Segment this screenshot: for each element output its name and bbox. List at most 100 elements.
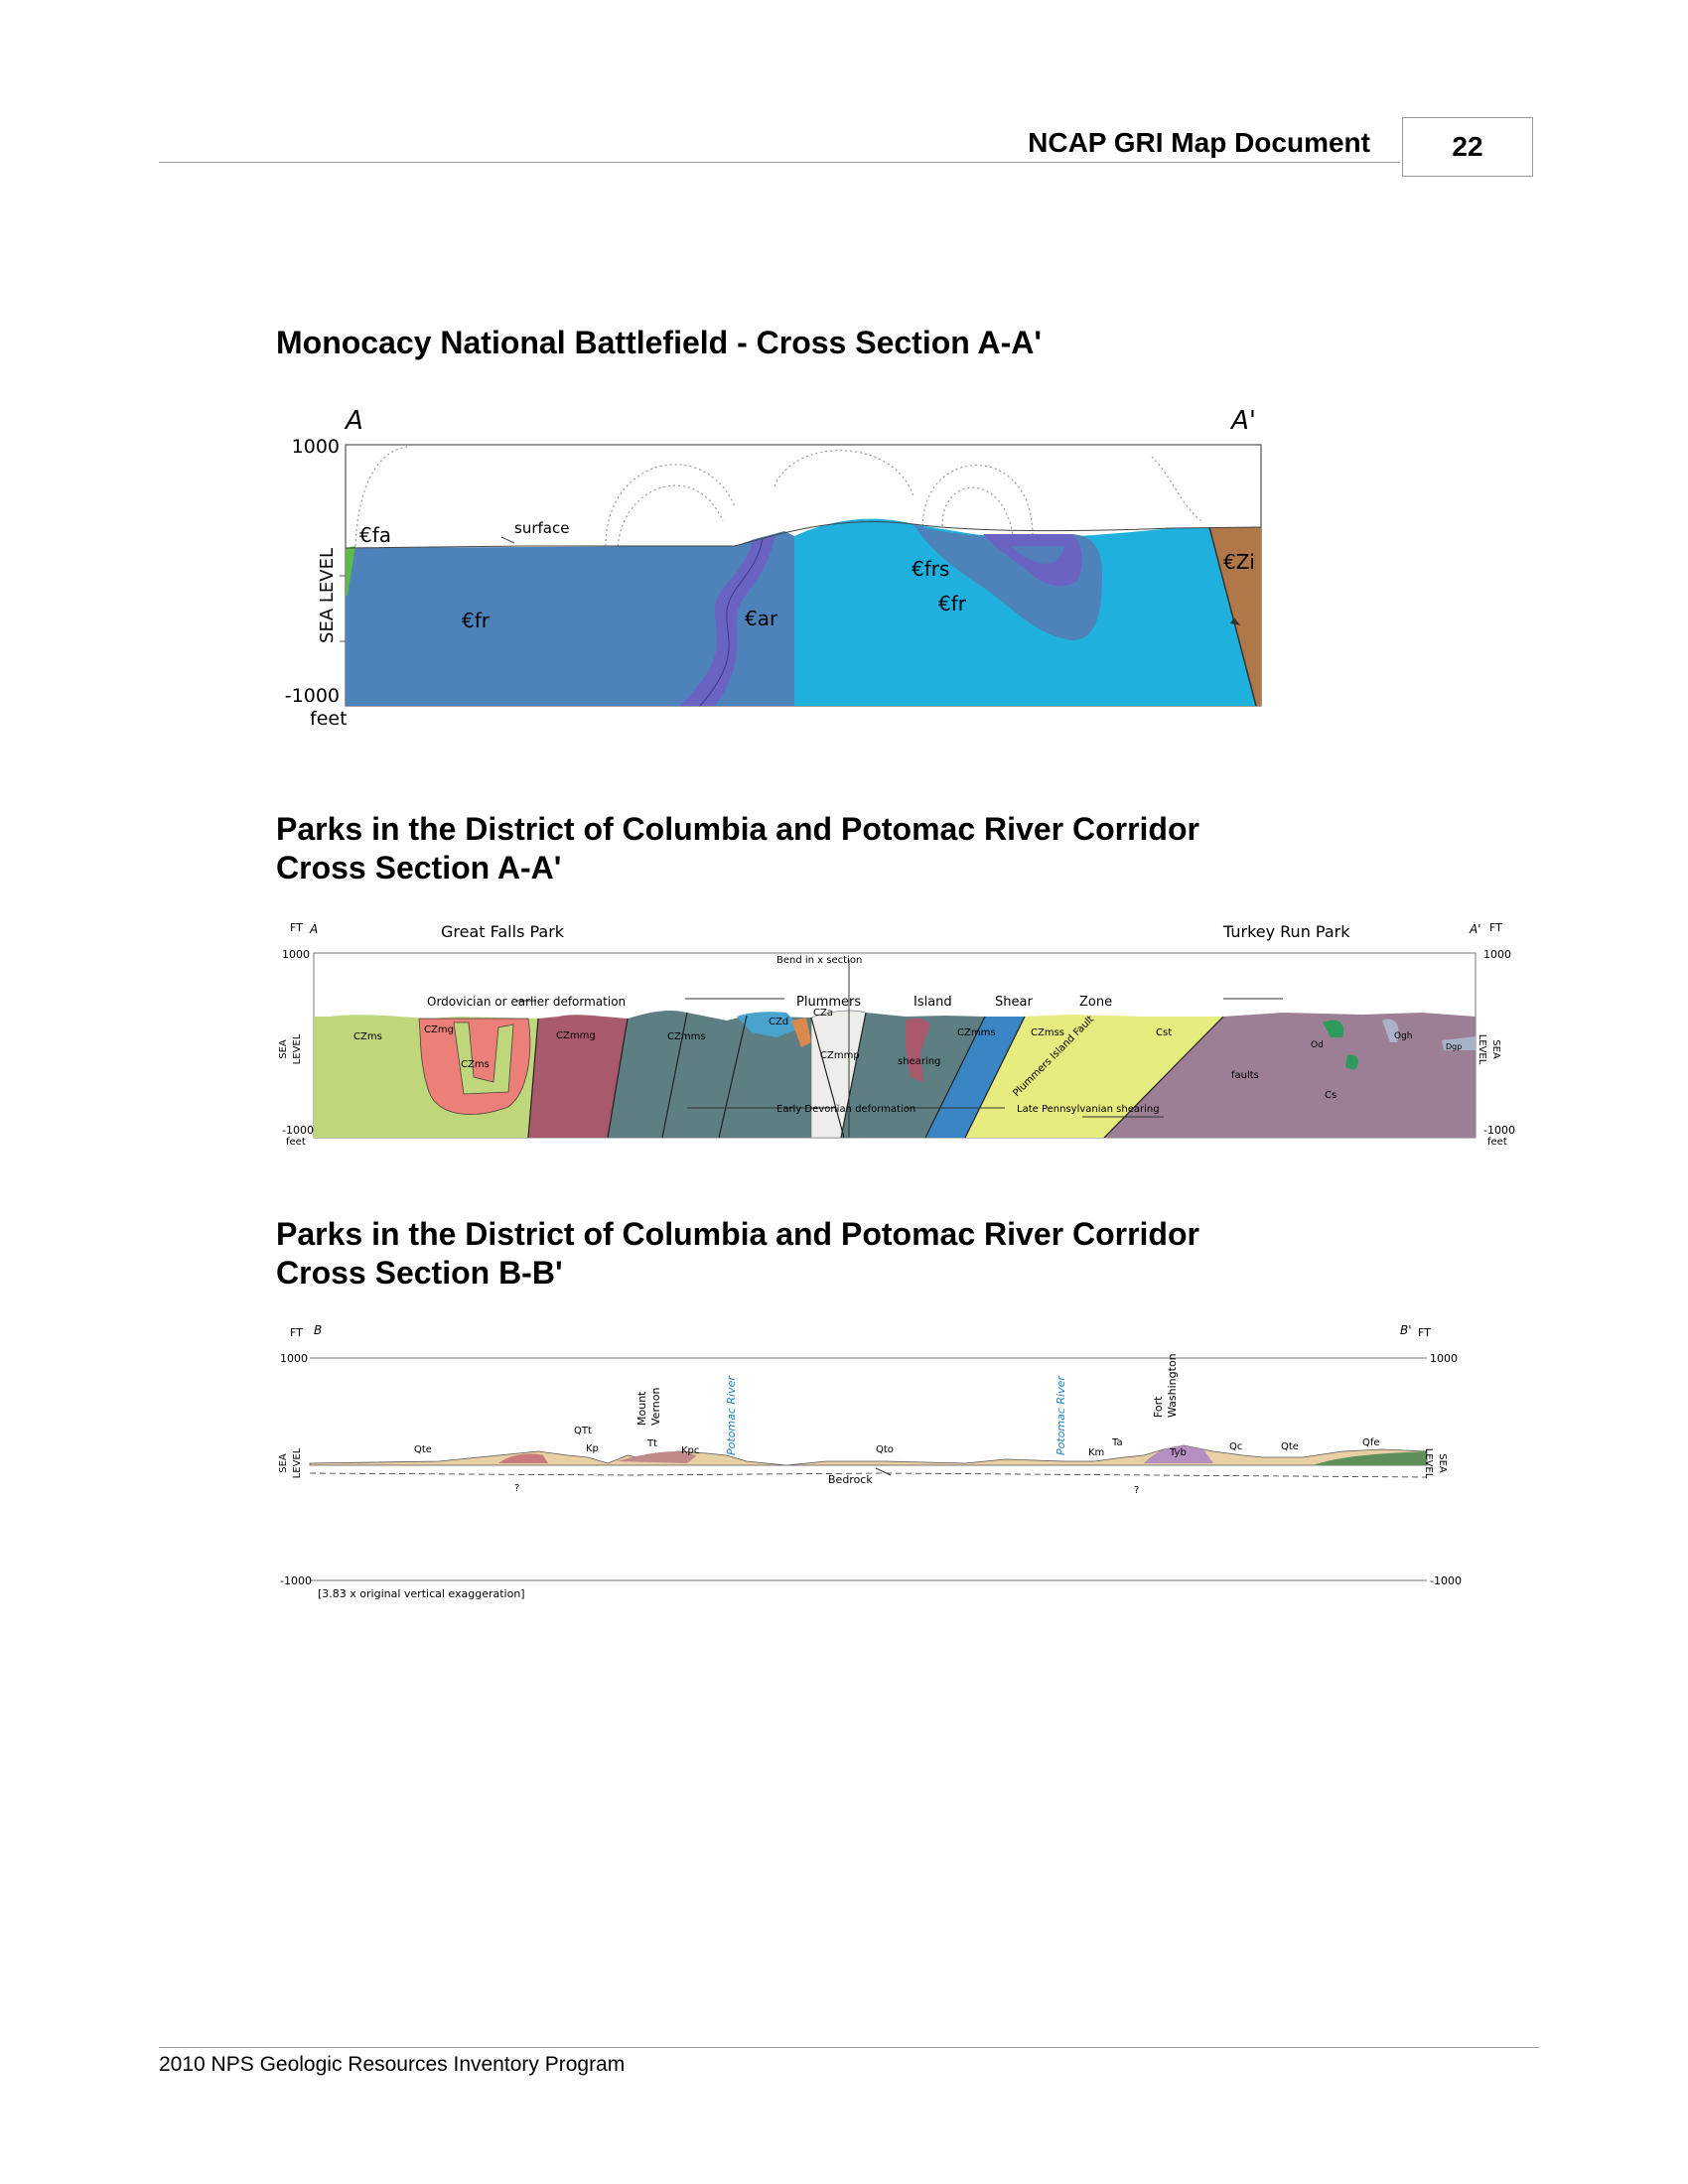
washington-label: Washington [1166, 1353, 1179, 1418]
axis-bottom-right: -1000 [1430, 1574, 1462, 1587]
ft-right: FT [1418, 1326, 1431, 1339]
unit-label-cst: Cst [1156, 1027, 1172, 1038]
exaggeration-note: [3.83 x original vertical exaggeration] [318, 1587, 525, 1600]
unit-label-cfrs: €frs [912, 557, 949, 581]
unit-label-czi: €Zi [1223, 550, 1255, 574]
faults-label: faults [1231, 1070, 1259, 1081]
label-a-prime: A' [1229, 406, 1256, 436]
unit-shearing-body [906, 1018, 930, 1082]
header-rule [159, 162, 1400, 163]
ft-left: FT [290, 1326, 303, 1339]
park-left-label: Great Falls Park [441, 922, 565, 941]
zone-word-island: Island [914, 995, 952, 1010]
unit-label-czms-inlier: CZms [461, 1059, 490, 1070]
level-left: LEVEL [292, 1033, 303, 1064]
sea-left: SEA [278, 1453, 289, 1473]
mount-label: Mount [635, 1391, 648, 1426]
unit-czmms-left [608, 1010, 844, 1138]
label-a: A [344, 406, 363, 436]
level-left: LEVEL [292, 1447, 303, 1478]
unit-label-czmms-left: CZmms [667, 1031, 706, 1042]
question-left: ? [514, 1483, 519, 1494]
axis-top-right: 1000 [1430, 1352, 1458, 1365]
unit-label-qtt: QTt [574, 1426, 592, 1436]
dc-cross-section-bb-svg: FT B 1000 -1000 SEA LEVEL FT B' 1000 -10… [278, 1323, 1462, 1600]
unit-cfa [346, 546, 355, 596]
unit-label-cza: CZa [813, 1008, 833, 1019]
early-devonian-label: Early Devonian deformation [776, 1104, 915, 1115]
document-header-title: NCAP GRI Map Document [1028, 127, 1370, 158]
dc-cross-section-bb-figure: FT B 1000 -1000 SEA LEVEL FT B' 1000 -10… [270, 1316, 1481, 1604]
footer-text: 2010 NPS Geologic Resources Inventory Pr… [159, 2053, 626, 2076]
label-a: A [309, 922, 318, 936]
label-b: B [314, 1323, 322, 1337]
unit-kp [498, 1453, 548, 1463]
section1-title: Monocacy National Battlefield - Cross Se… [276, 325, 1042, 360]
unit-label-cfa: €fa [359, 523, 391, 547]
ft-left: FT [290, 921, 303, 934]
unit-label-tt: Tt [646, 1438, 657, 1449]
section3-title-line2: Cross Section B-B' [276, 1255, 563, 1291]
axis-bottom-right: -1000 [1483, 1124, 1515, 1137]
unit-label-czd: CZd [769, 1017, 788, 1027]
unit-qfe [1313, 1451, 1427, 1465]
unit-label-czmg: CZmg [424, 1024, 454, 1035]
dc-cross-section-aa-svg: FT A 1000 -1000 feet SEA LEVEL FT A' 100… [278, 921, 1515, 1148]
unit-label-czmmg: CZmmg [556, 1030, 596, 1041]
level-right: LEVEL [1477, 1034, 1487, 1065]
unit-label-czmss: CZmss [1031, 1027, 1064, 1038]
zone-word-plummers: Plummers [796, 995, 861, 1010]
park-right-label: Turkey Run Park [1222, 922, 1350, 941]
ordovician-label: Ordovician or earlier deformation [427, 995, 626, 1009]
section2-title-line1: Parks in the District of Columbia and Po… [276, 811, 1199, 847]
fort-label: Fort [1152, 1396, 1165, 1418]
monocacy-cross-section-svg: A A' 1000 -1000 feet SEA LEVEL surface €… [285, 406, 1262, 730]
unit-label-ta: Ta [1111, 1437, 1123, 1448]
axis-top-left: 1000 [280, 1352, 308, 1365]
unit-label-qte-left: Qte [414, 1444, 432, 1455]
unit-label-czmms-right: CZmms [957, 1027, 996, 1038]
unit-label-qto: Qto [876, 1444, 894, 1455]
label-b-prime: B' [1400, 1323, 1412, 1337]
unit-label-cs: Cs [1325, 1090, 1336, 1101]
unit-cfr-left [346, 531, 794, 706]
unit-czmmg [528, 1015, 628, 1138]
unit-od [1323, 1020, 1344, 1037]
axis-unit-label: feet [310, 708, 348, 730]
unit-tyb [1144, 1445, 1213, 1463]
footer-rule [159, 2047, 1539, 2048]
unit-label-tyb: Tyb [1169, 1447, 1187, 1458]
axis-top-right: 1000 [1483, 948, 1511, 961]
zone-word-zone: Zone [1079, 995, 1112, 1010]
section2-title: Parks in the District of Columbia and Po… [276, 810, 1199, 887]
feet-left: feet [286, 1137, 306, 1148]
unit-label-kp: Kp [586, 1443, 599, 1454]
sea-right: SEA [1437, 1453, 1448, 1473]
monocacy-cross-section-figure: A A' 1000 -1000 feet SEA LEVEL surface €… [278, 397, 1301, 735]
level-right: LEVEL [1423, 1448, 1434, 1479]
axis-bottom-left: -1000 [280, 1574, 312, 1587]
unit-czd [737, 1012, 801, 1037]
potomac-label-2: Potomac River [1055, 1375, 1067, 1455]
section3-title: Parks in the District of Columbia and Po… [276, 1215, 1199, 1293]
unit-label-czmmp: CZmmp [820, 1050, 860, 1061]
fault-line [1208, 526, 1257, 707]
unit-label-qte-right: Qte [1281, 1441, 1299, 1452]
potomac-label-1: Potomac River [725, 1375, 738, 1455]
dc-cross-section-aa-figure: FT A 1000 -1000 feet SEA LEVEL FT A' 100… [270, 913, 1521, 1161]
unit-czms-inlier [453, 1022, 514, 1095]
ft-right: FT [1489, 921, 1502, 934]
bedrock-label: Bedrock [828, 1473, 873, 1486]
deformation-arrows [516, 998, 1283, 1118]
unit-label-cfr-left: €fr [462, 609, 491, 632]
bend-label: Bend in x section [776, 955, 862, 966]
unit-label-car: €ar [745, 607, 778, 630]
question-right: ? [1134, 1485, 1139, 1496]
bedrock-line [309, 1472, 1428, 1478]
surface-label: surface [514, 519, 569, 537]
unit-label-dgp: Dgp [1446, 1042, 1462, 1051]
unit-label-qfe: Qfe [1362, 1437, 1380, 1448]
unit-label-km: Km [1088, 1447, 1104, 1458]
contact-lines [527, 1012, 1224, 1139]
eroded-fold-traces [354, 446, 1202, 557]
